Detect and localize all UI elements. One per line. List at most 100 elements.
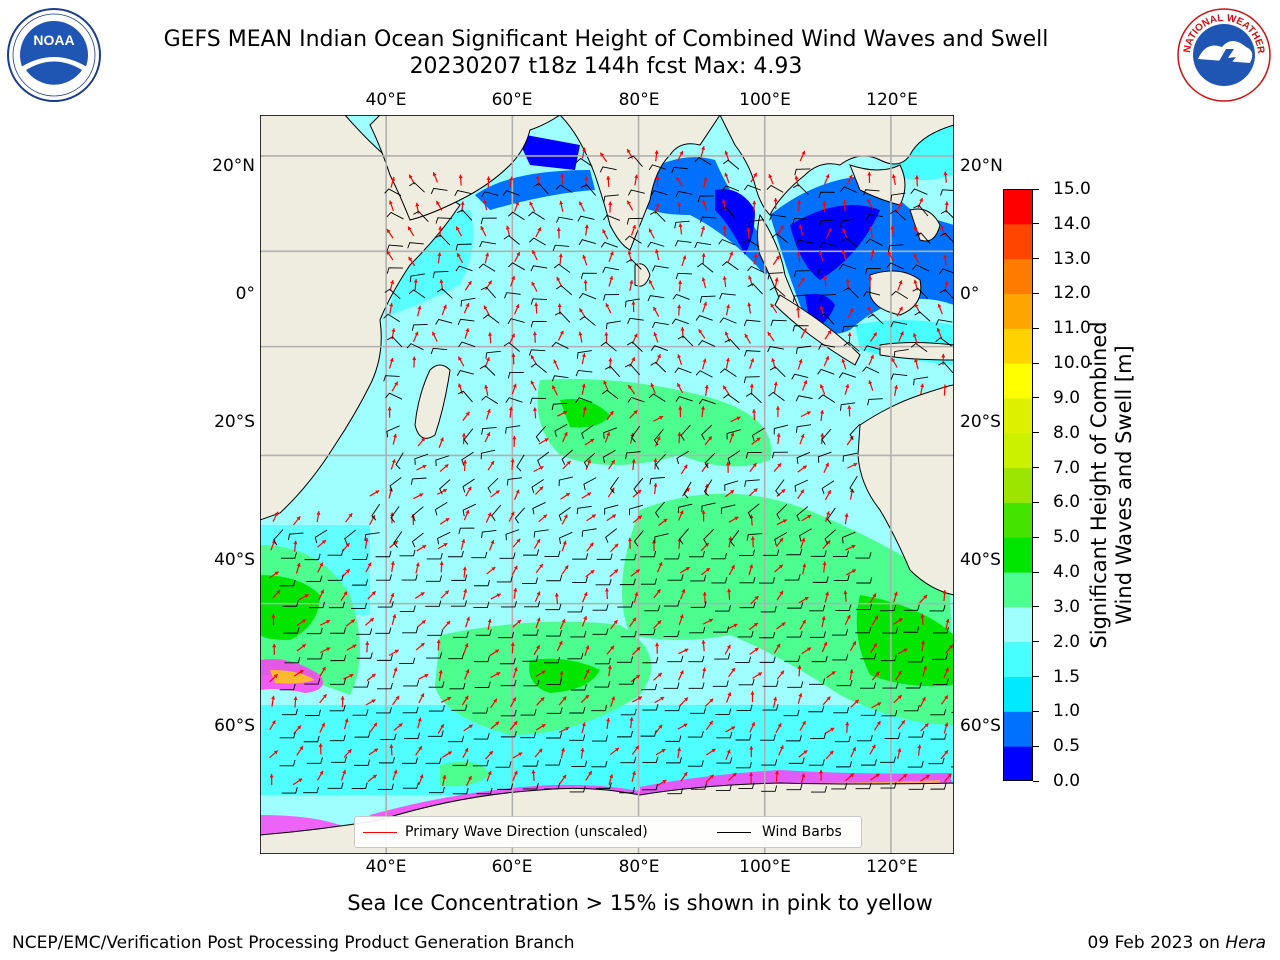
wind-barb [890,321,908,328]
wind-barb [505,425,521,434]
wave-arrow-head [635,675,640,679]
wave-arrow-head [851,569,856,574]
wind-barb [528,211,545,220]
wave-arrow-head [511,276,516,280]
wind-barb [835,604,852,611]
wave-arrow-head [468,724,473,729]
wind-barb [836,760,853,768]
wave-arrow-head [464,695,469,700]
colorbar-segment [1003,467,1033,503]
wind-barb [497,783,514,790]
wind-barb [617,656,634,663]
wind-barb [522,760,539,767]
wind-barb [530,320,547,328]
wave-arrow-head [505,225,510,230]
wind-barb [546,574,563,582]
wave-arrow-head [344,718,349,723]
colorbar-tick [1033,676,1039,678]
wind-barb [737,631,754,638]
wind-barb [650,361,667,373]
wave-arrow-head [444,590,449,595]
wind-barb [522,782,539,790]
wave-arrow-head [657,354,661,359]
wave-arrow-head [727,588,732,593]
wind-barb [620,553,637,561]
wind-barb [605,320,621,330]
wind-barb [671,318,689,325]
wave-arrow-head [554,592,559,597]
wave-arrow-head [299,670,304,674]
wave-arrow-head [391,328,396,333]
wave-arrow-head [654,150,659,154]
colorbar-tick-label: 1.0 [1053,701,1081,722]
wind-barb [905,682,922,689]
wind-barb [591,760,608,768]
colorbar-segment [1003,641,1033,678]
wave-arrow-head [398,723,403,728]
wind-barb [663,630,680,637]
wind-barb [642,656,659,664]
wind-barb [304,709,321,716]
wind-barb [699,216,717,223]
wave-arrow-head [276,590,281,595]
colorbar-segment [1003,328,1033,364]
wind-barb [913,376,929,386]
wave-arrow-head [898,306,903,311]
colorbar-segment [1003,502,1033,538]
wave-arrow-head [890,225,895,230]
wave-arrow-head [467,486,472,491]
wind-barb [809,604,826,612]
colorbar-tick [1033,641,1039,643]
wind-barb [498,631,515,639]
wave-arrow-head [274,571,279,576]
wind-barb [838,372,856,379]
wave-arrow-head [847,332,852,336]
wind-barb [688,682,705,689]
wind-barb [697,262,714,273]
wave-arrow-head [566,460,571,465]
wind-barb [940,189,954,196]
wind-barb [786,631,803,638]
wind-barb [452,787,469,795]
wave-arrow-head [609,774,614,779]
wave-arrow-head [776,433,781,437]
wave-arrow-head [609,411,614,416]
wave-arrow-head [579,308,584,313]
map-plot [260,115,954,854]
wave-arrow-head [583,279,588,284]
wave-arrow-head [559,671,564,675]
wave-arrow-head [562,696,567,701]
colorbar-segment [1003,189,1033,225]
wind-barb [855,626,872,634]
wave-arrow-head [822,200,827,205]
wave-arrow-head [726,644,731,649]
wave-arrow-head [725,461,731,466]
wave-arrow-head [552,385,556,390]
wave-arrow-head [464,643,469,648]
wind-barb [713,626,730,633]
wave-arrow-head [779,745,784,750]
wind-barb [652,265,669,272]
wind-barb [551,341,569,349]
wind-barb [592,628,609,635]
wind-barb [439,479,451,495]
wave-arrow-head [538,748,543,753]
wind-barb [401,574,418,581]
wave-arrow-head [588,771,592,776]
colorbar-segment [1003,537,1033,573]
wind-barb [834,735,851,743]
wind-barb [665,735,682,742]
wind-barb [425,757,442,764]
wave-arrow-head [517,619,522,624]
wave-arrow-head [536,645,540,650]
wind-barb [595,782,612,789]
wind-barb [279,579,296,587]
wind-barb [701,502,716,512]
wind-barb [507,211,525,221]
wave-arrow-head [364,537,369,542]
wave-arrow-head [819,410,825,414]
wind-barb [463,428,474,445]
wave-arrow-head [944,722,949,727]
wave-arrow-head [513,587,518,592]
wave-arrow-head [899,331,904,336]
